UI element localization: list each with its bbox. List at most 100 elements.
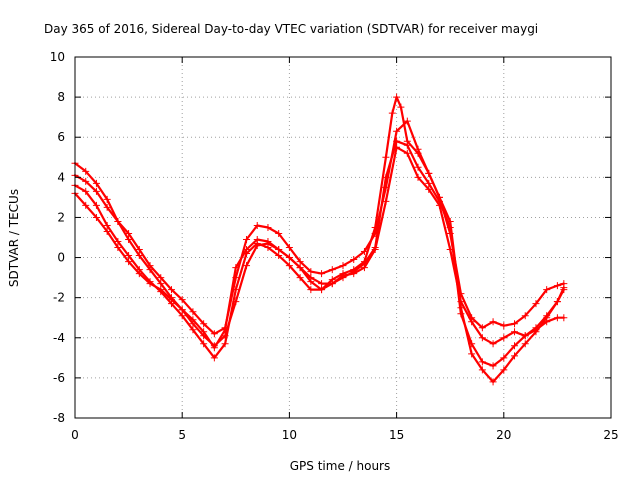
data-point-marker — [318, 280, 326, 288]
data-point-marker — [425, 185, 433, 193]
x-tick-label: 0 — [71, 428, 79, 442]
data-point-marker — [543, 312, 551, 320]
data-point-marker — [243, 262, 251, 270]
y-tick-label: 0 — [57, 251, 65, 265]
data-point-marker — [243, 236, 251, 244]
data-point-marker — [307, 268, 315, 276]
data-point-marker — [253, 242, 261, 250]
data-point-marker — [532, 326, 540, 334]
data-point-marker — [114, 238, 122, 246]
y-axis-label: SDTVAR / TECUs — [7, 189, 21, 287]
data-point-marker — [210, 330, 218, 338]
data-point-marker — [328, 266, 336, 274]
data-point-marker — [82, 187, 90, 195]
data-point-marker — [382, 153, 390, 161]
data-point-marker — [360, 264, 368, 272]
x-tick-label: 5 — [178, 428, 186, 442]
data-point-marker — [478, 366, 486, 374]
data-point-marker — [200, 340, 208, 348]
data-point-marker — [560, 314, 568, 322]
data-point-marker — [82, 177, 90, 185]
data-point-marker — [92, 179, 100, 187]
x-tick-label: 10 — [282, 428, 297, 442]
y-tick-label: -4 — [53, 331, 65, 345]
data-point-marker — [189, 320, 197, 328]
series-markers — [71, 137, 568, 370]
chart-title: Day 365 of 2016, Sidereal Day-to-day VTE… — [44, 22, 538, 36]
data-point-marker — [435, 193, 443, 201]
data-point-marker — [511, 320, 519, 328]
data-point-marker — [543, 286, 551, 294]
y-tick-label: -6 — [53, 371, 65, 385]
data-point-marker — [339, 272, 347, 280]
data-point-marker — [553, 314, 561, 322]
data-point-marker — [189, 326, 197, 334]
data-point-marker — [103, 203, 111, 211]
data-point-marker — [82, 201, 90, 209]
data-point-marker — [521, 332, 529, 340]
data-point-marker — [521, 312, 529, 320]
data-point-marker — [275, 246, 283, 254]
data-point-marker — [221, 340, 229, 348]
data-point-marker — [478, 324, 486, 332]
data-point-marker — [553, 298, 561, 306]
data-point-marker — [468, 350, 476, 358]
data-point-marker — [146, 280, 154, 288]
data-point-marker — [457, 298, 465, 306]
series-markers — [71, 117, 568, 338]
data-point-marker — [296, 274, 304, 282]
y-tick-label: 2 — [57, 210, 65, 224]
data-point-marker — [285, 244, 293, 252]
x-axis-label: GPS time / hours — [290, 459, 391, 473]
data-point-marker — [135, 246, 143, 254]
data-point-marker — [446, 246, 454, 254]
grid — [75, 57, 611, 418]
data-point-marker — [478, 334, 486, 342]
y-tick-label: -2 — [53, 291, 65, 305]
data-point-marker — [414, 163, 422, 171]
data-point-marker — [489, 340, 497, 348]
data-point-marker — [189, 308, 197, 316]
data-point-marker — [178, 296, 186, 304]
data-point-marker — [210, 342, 218, 350]
data-point-marker — [414, 145, 422, 153]
x-tick-label: 25 — [603, 428, 618, 442]
data-point-marker — [114, 217, 122, 225]
data-point-marker — [296, 258, 304, 266]
data-point-marker — [157, 274, 165, 282]
data-point-marker — [500, 334, 508, 342]
data-point-marker — [511, 328, 519, 336]
data-point-marker — [350, 256, 358, 264]
data-point-marker — [489, 362, 497, 370]
data-point-marker — [285, 262, 293, 270]
x-tick-label: 15 — [389, 428, 404, 442]
data-point-marker — [318, 286, 326, 294]
data-point-marker — [135, 252, 143, 260]
data-point-marker — [178, 312, 186, 320]
data-point-marker — [307, 286, 315, 294]
data-point-marker — [393, 127, 401, 135]
data-point-marker — [275, 252, 283, 260]
y-tick-label: 6 — [57, 130, 65, 144]
data-point-marker — [92, 187, 100, 195]
data-point-marker — [103, 227, 111, 235]
data-point-marker — [543, 318, 551, 326]
y-tick-label: 8 — [57, 90, 65, 104]
y-tick-label: 10 — [50, 50, 65, 64]
y-tick-label: -8 — [53, 411, 65, 425]
data-point-marker — [200, 332, 208, 340]
data-point-marker — [500, 322, 508, 330]
data-point-marker — [500, 354, 508, 362]
series-line — [73, 140, 565, 367]
data-point-marker — [468, 340, 476, 348]
data-point-marker — [371, 229, 379, 237]
data-point-marker — [103, 195, 111, 203]
data-point-marker — [318, 270, 326, 278]
data-point-marker — [253, 236, 261, 244]
data-point-marker — [296, 264, 304, 272]
data-point-marker — [125, 236, 133, 244]
data-point-marker — [125, 252, 133, 260]
data-point-marker — [253, 221, 261, 229]
data-point-marker — [468, 318, 476, 326]
